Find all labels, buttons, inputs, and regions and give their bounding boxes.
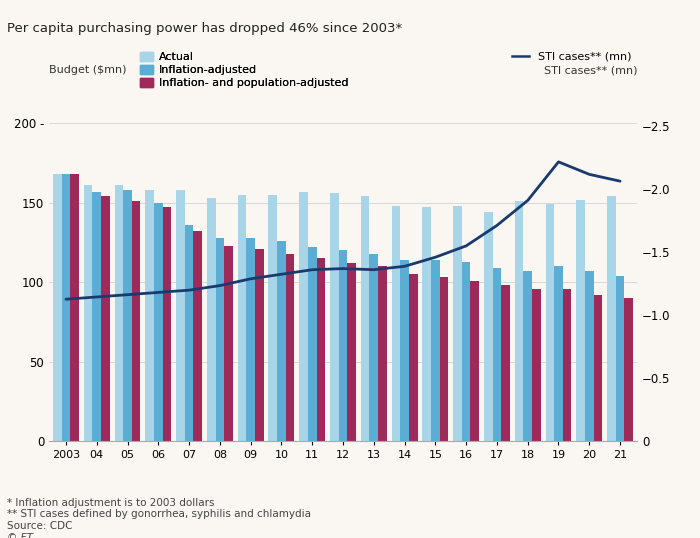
Bar	[84, 185, 92, 441]
Bar	[70, 174, 79, 441]
Bar	[576, 200, 585, 441]
Legend: STI cases** (mn): STI cases** (mn)	[512, 52, 631, 61]
Bar	[594, 295, 602, 441]
Bar	[370, 253, 378, 441]
Text: ** STI cases defined by gonorrhea, syphilis and chlamydia: ** STI cases defined by gonorrhea, syphi…	[7, 509, 311, 520]
Bar	[53, 174, 62, 441]
Text: Per capita purchasing power has dropped 46% since 2003*: Per capita purchasing power has dropped …	[7, 22, 402, 34]
Bar	[207, 198, 216, 441]
Bar	[316, 258, 325, 441]
Bar	[162, 208, 172, 441]
Bar	[216, 238, 224, 441]
Bar	[514, 201, 524, 441]
Bar	[123, 190, 132, 441]
Bar	[361, 196, 370, 441]
Bar	[238, 195, 246, 441]
Legend: Actual, Inflation-adjusted, Inflation- and population-adjusted: Actual, Inflation-adjusted, Inflation- a…	[140, 52, 348, 88]
Bar	[563, 288, 571, 441]
Bar	[607, 196, 616, 441]
Bar	[185, 225, 193, 441]
Bar	[409, 274, 417, 441]
Bar	[62, 174, 70, 441]
Bar	[132, 201, 141, 441]
Bar	[255, 249, 264, 441]
Bar	[347, 263, 356, 441]
Bar	[224, 246, 233, 441]
Bar	[286, 253, 295, 441]
Bar	[246, 238, 255, 441]
Bar	[484, 213, 493, 441]
Text: Source: CDC: Source: CDC	[7, 521, 73, 532]
Bar	[616, 276, 624, 441]
Bar	[532, 288, 540, 441]
Bar	[378, 266, 386, 441]
Bar	[92, 192, 101, 441]
Bar	[440, 278, 448, 441]
Bar	[624, 298, 633, 441]
Bar	[101, 196, 110, 441]
Bar	[308, 247, 316, 441]
Bar	[470, 281, 479, 441]
Bar	[146, 190, 154, 441]
Bar	[300, 192, 308, 441]
Bar	[585, 271, 594, 441]
Bar	[176, 190, 185, 441]
Bar	[330, 193, 339, 441]
Bar	[339, 250, 347, 441]
Text: * Inflation adjustment is to 2003 dollars: * Inflation adjustment is to 2003 dollar…	[7, 498, 214, 508]
Bar	[453, 206, 462, 441]
Bar	[277, 241, 286, 441]
Bar	[501, 285, 510, 441]
Bar	[422, 208, 431, 441]
Bar	[193, 231, 202, 441]
Bar	[391, 206, 400, 441]
Bar	[524, 271, 532, 441]
Bar	[400, 260, 409, 441]
Bar	[462, 261, 470, 441]
Bar	[493, 268, 501, 441]
Bar	[269, 195, 277, 441]
Bar	[554, 266, 563, 441]
Text: © FT: © FT	[7, 533, 33, 538]
Text: STI cases** (mn): STI cases** (mn)	[543, 65, 637, 75]
Bar	[154, 203, 162, 441]
Bar	[431, 260, 440, 441]
Text: Budget ($mn): Budget ($mn)	[49, 65, 127, 75]
Bar	[115, 185, 123, 441]
Bar	[545, 204, 554, 441]
